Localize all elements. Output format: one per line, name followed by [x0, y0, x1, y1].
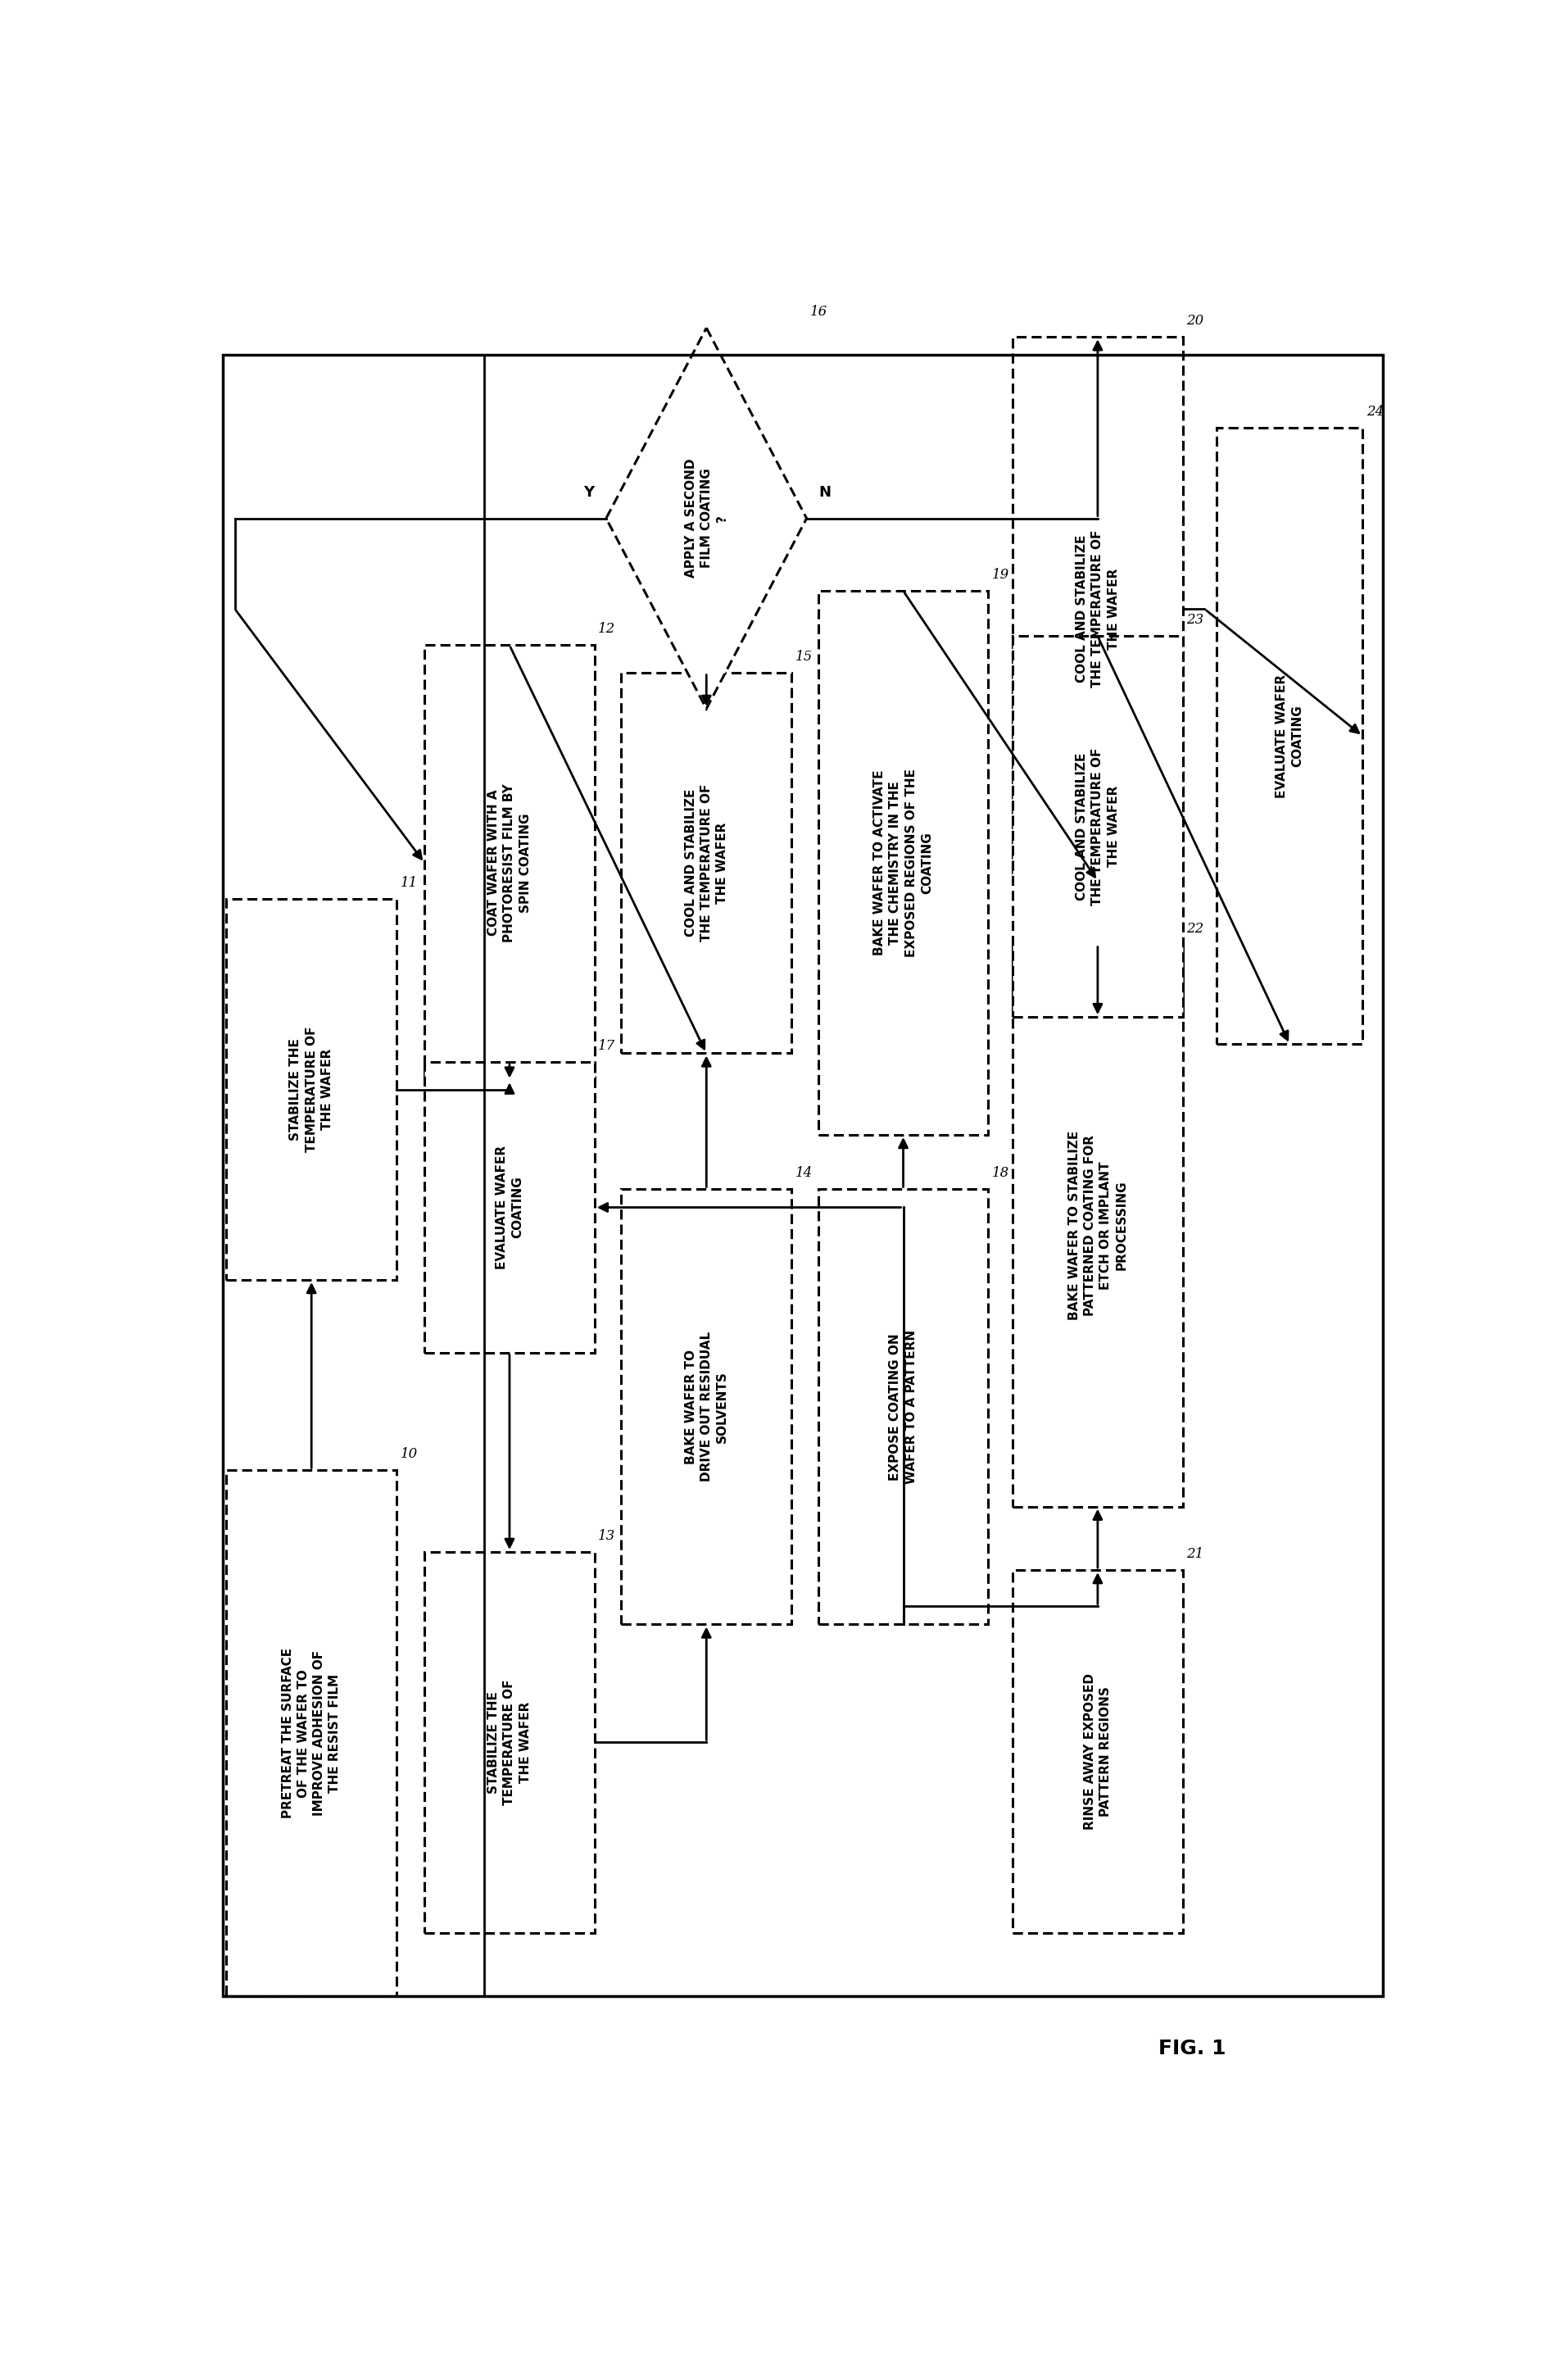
FancyBboxPatch shape: [818, 1189, 988, 1625]
Text: RINSE AWAY EXPOSED
PATTERN REGIONS: RINSE AWAY EXPOSED PATTERN REGIONS: [1083, 1672, 1112, 1830]
Text: 12: 12: [599, 622, 616, 636]
Text: COOL AND STABILIZE
THE TEMPERATURE OF
THE WAFER: COOL AND STABILIZE THE TEMPERATURE OF TH…: [1076, 749, 1120, 904]
Text: PRETREAT THE SURFACE
OF THE WAFER TO
IMPROVE ADHESION OF
THE RESIST FILM: PRETREAT THE SURFACE OF THE WAFER TO IMP…: [282, 1648, 342, 1818]
Text: 17: 17: [599, 1039, 616, 1053]
FancyBboxPatch shape: [1013, 944, 1182, 1507]
FancyBboxPatch shape: [621, 1189, 792, 1625]
FancyBboxPatch shape: [1217, 429, 1363, 1043]
Text: 18: 18: [993, 1166, 1010, 1180]
Text: BAKE WAFER TO STABILIZE
PATTERNED COATING FOR
ETCH OR IMPLANT
PROCESSING: BAKE WAFER TO STABILIZE PATTERNED COATIN…: [1068, 1130, 1127, 1321]
FancyBboxPatch shape: [818, 591, 988, 1135]
Text: BAKE WAFER TO ACTIVATE
THE CHEMISTRY IN THE
EXPOSED REGIONS OF THE
COATING: BAKE WAFER TO ACTIVATE THE CHEMISTRY IN …: [873, 768, 933, 956]
FancyBboxPatch shape: [425, 645, 594, 1081]
Text: COOL AND STABILIZE
THE TEMPERATURE OF
THE WAFER: COOL AND STABILIZE THE TEMPERATURE OF TH…: [685, 784, 728, 942]
Text: 22: 22: [1187, 921, 1204, 935]
Text: STABILIZE THE
TEMPERATURE OF
THE WAFER: STABILIZE THE TEMPERATURE OF THE WAFER: [290, 1027, 334, 1152]
Text: 23: 23: [1187, 612, 1204, 626]
Text: EVALUATE WAFER
COATING: EVALUATE WAFER COATING: [495, 1145, 524, 1269]
FancyBboxPatch shape: [425, 1062, 594, 1352]
Text: N: N: [818, 485, 831, 499]
FancyBboxPatch shape: [226, 1470, 397, 1997]
Text: BAKE WAFER TO
DRIVE OUT RESIDUAL
SOLVENTS: BAKE WAFER TO DRIVE OUT RESIDUAL SOLVENT…: [685, 1333, 728, 1481]
Text: COAT WAFER WITH A
PHOTORESIST FILM BY
SPIN COATING: COAT WAFER WITH A PHOTORESIST FILM BY SP…: [488, 784, 532, 942]
Text: 10: 10: [400, 1448, 417, 1460]
FancyBboxPatch shape: [425, 1552, 594, 1933]
FancyBboxPatch shape: [1013, 1571, 1182, 1933]
Text: Y: Y: [583, 485, 594, 499]
FancyBboxPatch shape: [226, 900, 397, 1279]
FancyBboxPatch shape: [621, 674, 792, 1053]
Text: EXPOSE COATING ON
WAFER TO A PATTERN: EXPOSE COATING ON WAFER TO A PATTERN: [889, 1331, 917, 1484]
Text: 13: 13: [599, 1528, 616, 1543]
Polygon shape: [607, 327, 806, 709]
Text: FIG. 1: FIG. 1: [1159, 2039, 1226, 2058]
Text: 16: 16: [811, 304, 828, 318]
Text: 11: 11: [400, 876, 417, 890]
Text: EVALUATE WAFER
COATING: EVALUATE WAFER COATING: [1276, 674, 1303, 798]
Text: COOL AND STABILIZE
THE TEMPERATURE OF
THE WAFER: COOL AND STABILIZE THE TEMPERATURE OF TH…: [1076, 530, 1120, 688]
Text: 14: 14: [795, 1166, 812, 1180]
FancyBboxPatch shape: [1013, 337, 1182, 881]
Text: 15: 15: [795, 650, 812, 664]
Text: 19: 19: [993, 568, 1010, 582]
FancyBboxPatch shape: [1013, 636, 1182, 1017]
Text: 21: 21: [1187, 1547, 1204, 1561]
Text: STABILIZE THE
TEMPERATURE OF
THE WAFER: STABILIZE THE TEMPERATURE OF THE WAFER: [488, 1679, 532, 1806]
Text: 20: 20: [1187, 313, 1204, 327]
Text: 24: 24: [1366, 405, 1383, 419]
Text: APPLY A SECOND
FILM COATING
?: APPLY A SECOND FILM COATING ?: [685, 459, 728, 577]
